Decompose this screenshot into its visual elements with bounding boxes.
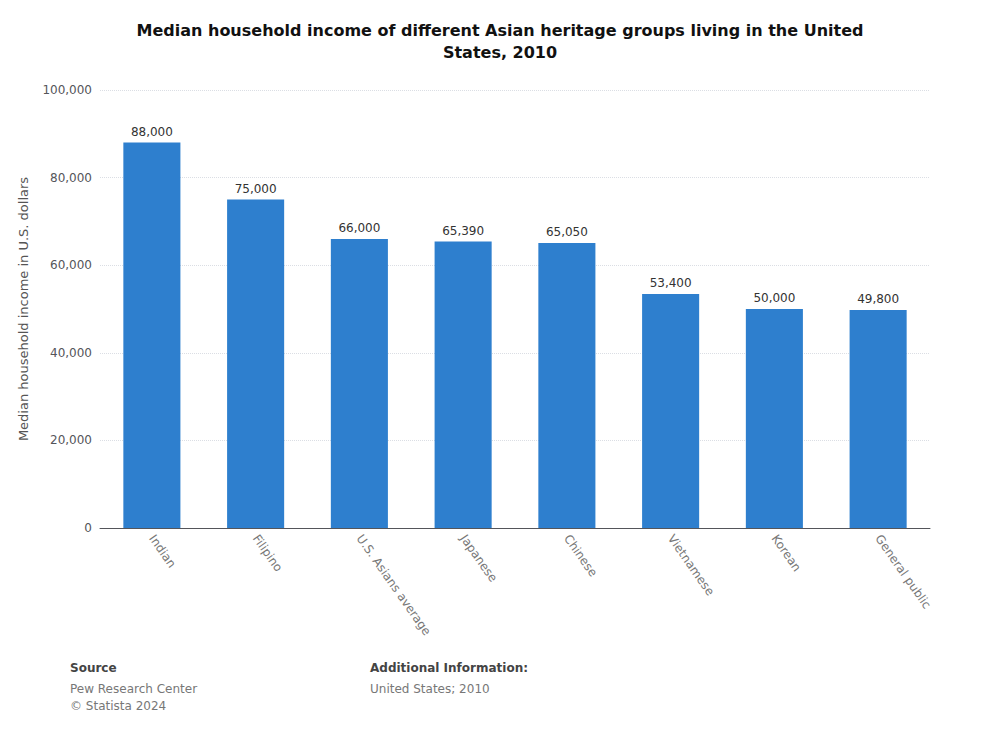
- svg-text:20,000: 20,000: [50, 433, 92, 447]
- svg-text:60,000: 60,000: [50, 258, 92, 272]
- svg-text:© Statista 2024: © Statista 2024: [70, 699, 166, 713]
- svg-text:65,390: 65,390: [442, 224, 484, 238]
- svg-text:Japanese: Japanese: [457, 531, 500, 584]
- svg-text:General public: General public: [872, 532, 934, 611]
- svg-text:U.S. Asians average: U.S. Asians average: [354, 532, 434, 638]
- svg-text:53,400: 53,400: [650, 276, 692, 290]
- svg-text:Pew Research Center: Pew Research Center: [70, 682, 197, 696]
- svg-text:Chinese: Chinese: [561, 532, 600, 579]
- svg-text:50,000: 50,000: [753, 291, 795, 305]
- svg-text:49,800: 49,800: [857, 292, 899, 306]
- svg-text:Median household income in U.S: Median household income in U.S. dollars: [16, 177, 31, 441]
- svg-text:80,000: 80,000: [50, 171, 92, 185]
- svg-text:Indian: Indian: [146, 532, 179, 570]
- svg-text:Vietnamese: Vietnamese: [665, 532, 717, 598]
- svg-text:Korean: Korean: [769, 532, 804, 574]
- svg-text:66,000: 66,000: [338, 221, 380, 235]
- svg-text:Source: Source: [70, 661, 117, 675]
- svg-text:0: 0: [84, 521, 92, 535]
- svg-text:75,000: 75,000: [235, 182, 277, 196]
- svg-text:88,000: 88,000: [131, 125, 173, 139]
- svg-text:Median household income of dif: Median household income of different Asi…: [137, 21, 864, 40]
- svg-text:United States; 2010: United States; 2010: [370, 682, 490, 696]
- svg-text:100,000: 100,000: [42, 83, 92, 97]
- svg-text:Filipino: Filipino: [250, 532, 286, 574]
- svg-text:40,000: 40,000: [50, 346, 92, 360]
- svg-text:65,050: 65,050: [546, 225, 588, 239]
- svg-text:States, 2010: States, 2010: [443, 43, 557, 62]
- svg-text:Additional Information:: Additional Information:: [370, 661, 528, 675]
